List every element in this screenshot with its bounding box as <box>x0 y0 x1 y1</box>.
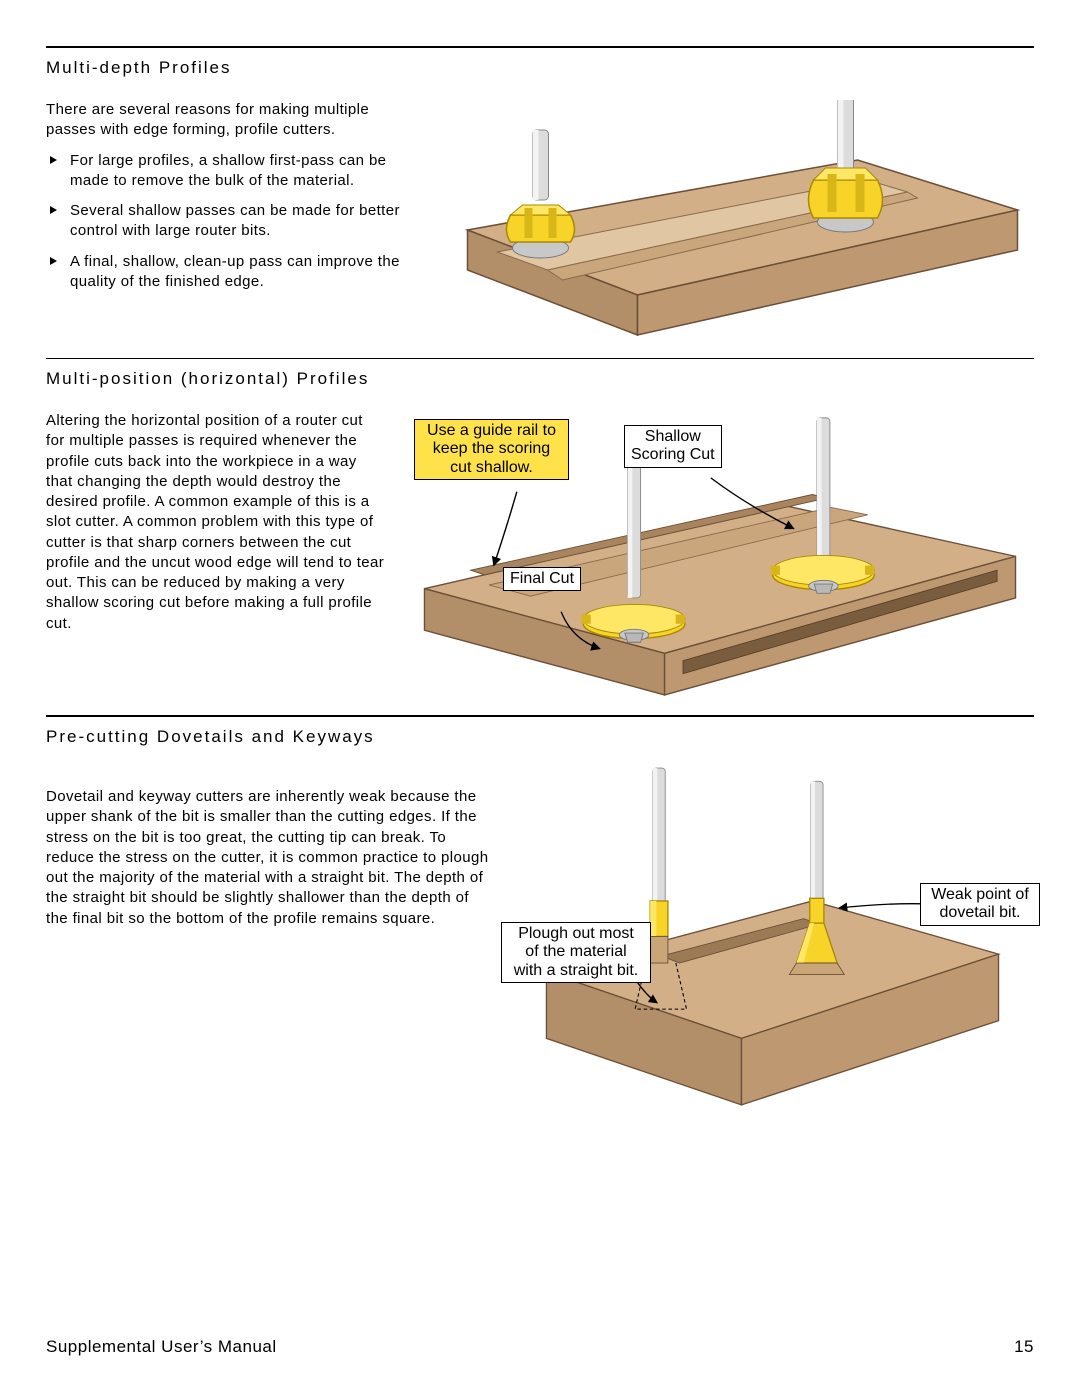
footer-title: Supplemental User’s Manual <box>46 1337 277 1357</box>
callout-scoring: ShallowScoring Cut <box>624 425 722 468</box>
section-title: Multi-depth Profiles <box>46 58 1034 78</box>
bullet: For large profiles, a shallow first-pass… <box>46 151 411 192</box>
section2-body: Altering the horizontal position of a ro… <box>46 411 386 634</box>
figure-multi-position: Use a guide rail tokeep the scoringcut s… <box>406 411 1034 711</box>
page-footer: Supplemental User’s Manual 15 <box>46 1337 1034 1357</box>
figure-precutting: Plough out mostof the materialwith a str… <box>511 727 1034 1137</box>
callout-final: Final Cut <box>503 567 581 591</box>
section-multi-depth: Multi-depth Profiles There are several r… <box>46 58 1034 350</box>
section-title: Multi-position (horizontal) Profiles <box>46 369 1034 389</box>
callout-weak: Weak point ofdovetail bit. <box>920 883 1040 926</box>
section-precutting: Pre-cutting Dovetails and Keyways Doveta… <box>46 727 1034 1137</box>
bullet: A final, shallow, clean-up pass can impr… <box>46 252 411 293</box>
page-number: 15 <box>1014 1337 1034 1357</box>
section1-bullets: For large profiles, a shallow first-pass… <box>46 151 411 293</box>
bullet: Several shallow passes can be made for b… <box>46 201 411 242</box>
callout-plough: Plough out mostof the materialwith a str… <box>501 922 651 983</box>
section3-body: Dovetail and keyway cutters are inherent… <box>46 787 491 929</box>
callout-guide-rail: Use a guide rail tokeep the scoringcut s… <box>414 419 569 480</box>
section1-intro: There are several reasons for making mul… <box>46 100 411 141</box>
figure-multi-depth <box>431 100 1034 350</box>
section-multi-position: Multi-position (horizontal) Profiles Alt… <box>46 369 1034 711</box>
